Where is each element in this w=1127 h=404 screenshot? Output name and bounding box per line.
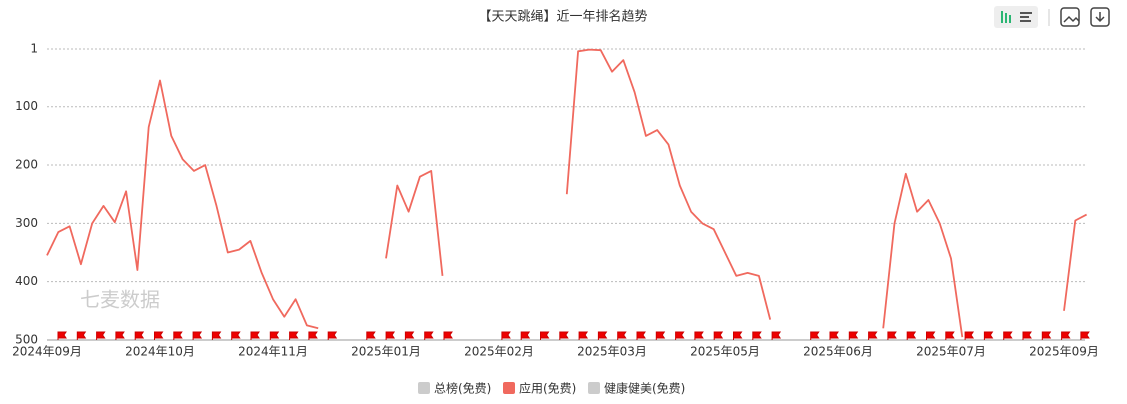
event-flag [269,331,280,340]
x-tick-label: 2024年11月 [238,345,308,359]
event-flag [76,331,87,340]
icon [1063,15,1080,23]
event-flag [289,331,299,340]
x-tick-label: 2025年09月 [1029,345,1099,359]
download-button[interactable] [1090,7,1110,27]
event-flag [501,331,511,340]
x-tick-label: 2025年03月 [577,345,647,359]
event-flag [134,331,145,340]
y-tick-label: 500 [15,333,38,347]
event-flag [829,331,839,340]
event-flag [115,331,125,340]
event-flag [443,331,453,340]
event-flag [424,331,434,340]
event-flag [540,331,550,340]
event-flag [636,331,646,340]
event-flag [945,331,955,340]
event-flag [520,331,531,340]
event-flag [906,331,917,340]
event-flag [713,331,724,340]
x-tick-label: 2025年07月 [916,345,986,359]
view-toggle[interactable] [994,6,1038,28]
event-flag [308,331,318,340]
event-flag [154,331,164,340]
y-tick-label: 400 [15,274,38,288]
toolbar [994,6,1110,28]
event-flag [771,331,782,340]
event-flag [655,331,666,340]
y-tick-label: 1 [30,42,38,56]
legend-label: 健康健美(免费) [604,381,685,396]
event-flag [1080,331,1090,340]
x-tick-label: 2025年06月 [803,345,873,359]
event-flag [733,331,743,340]
icon [1020,20,1031,22]
event-flag [810,331,820,340]
event-flag [983,331,994,340]
icon [1095,12,1105,23]
icon [1020,16,1029,18]
legend-swatch [418,382,430,394]
event-flag [231,331,241,340]
event-flag [1022,331,1032,340]
event-flag [192,331,203,340]
event-flag [173,331,183,340]
icon [1001,11,1003,23]
icon [1005,13,1007,23]
event-flag [1061,331,1071,340]
event-flag [887,331,897,340]
legend-label: 应用(免费) [519,381,576,396]
x-tick-label: 2025年02月 [464,345,534,359]
x-tick-label: 2025年01月 [351,345,421,359]
event-flag [848,331,859,340]
legend-label: 总榜(免费) [434,381,491,396]
y-tick-label: 100 [15,99,38,113]
watermark: 七麦数据 [80,288,160,312]
legend-swatch [588,382,600,394]
event-flag [404,331,415,340]
event-flag [578,331,589,340]
event-flag [926,331,936,340]
y-tick-label: 200 [15,158,38,172]
event-flag [752,331,762,340]
event-flag [96,331,106,340]
x-tick-label: 2024年09月 [12,345,82,359]
icon [1020,12,1032,14]
event-flag [559,331,569,340]
image-button[interactable] [1060,7,1080,27]
legend-swatch [503,382,515,394]
event-flag [675,331,685,340]
event-flag [1003,331,1013,340]
event-flag [366,331,376,340]
icon [1009,15,1011,23]
event-flag [964,331,975,340]
x-tick-label: 2025年05月 [690,345,760,359]
event-flag [617,331,627,340]
event-flag [1041,331,1052,340]
chart-title: 【天天跳绳】近一年排名趋势 [478,9,647,25]
series-line [46,48,1088,338]
event-flag [385,331,396,340]
x-tick-label: 2024年10月 [125,345,195,359]
event-flag [327,331,338,340]
event-flag [694,331,704,340]
y-tick-label: 300 [15,216,38,230]
event-flag [868,331,878,340]
event-flag [211,331,222,340]
event-flag [250,331,260,340]
event-flag [597,331,608,340]
event-flag [57,331,67,340]
